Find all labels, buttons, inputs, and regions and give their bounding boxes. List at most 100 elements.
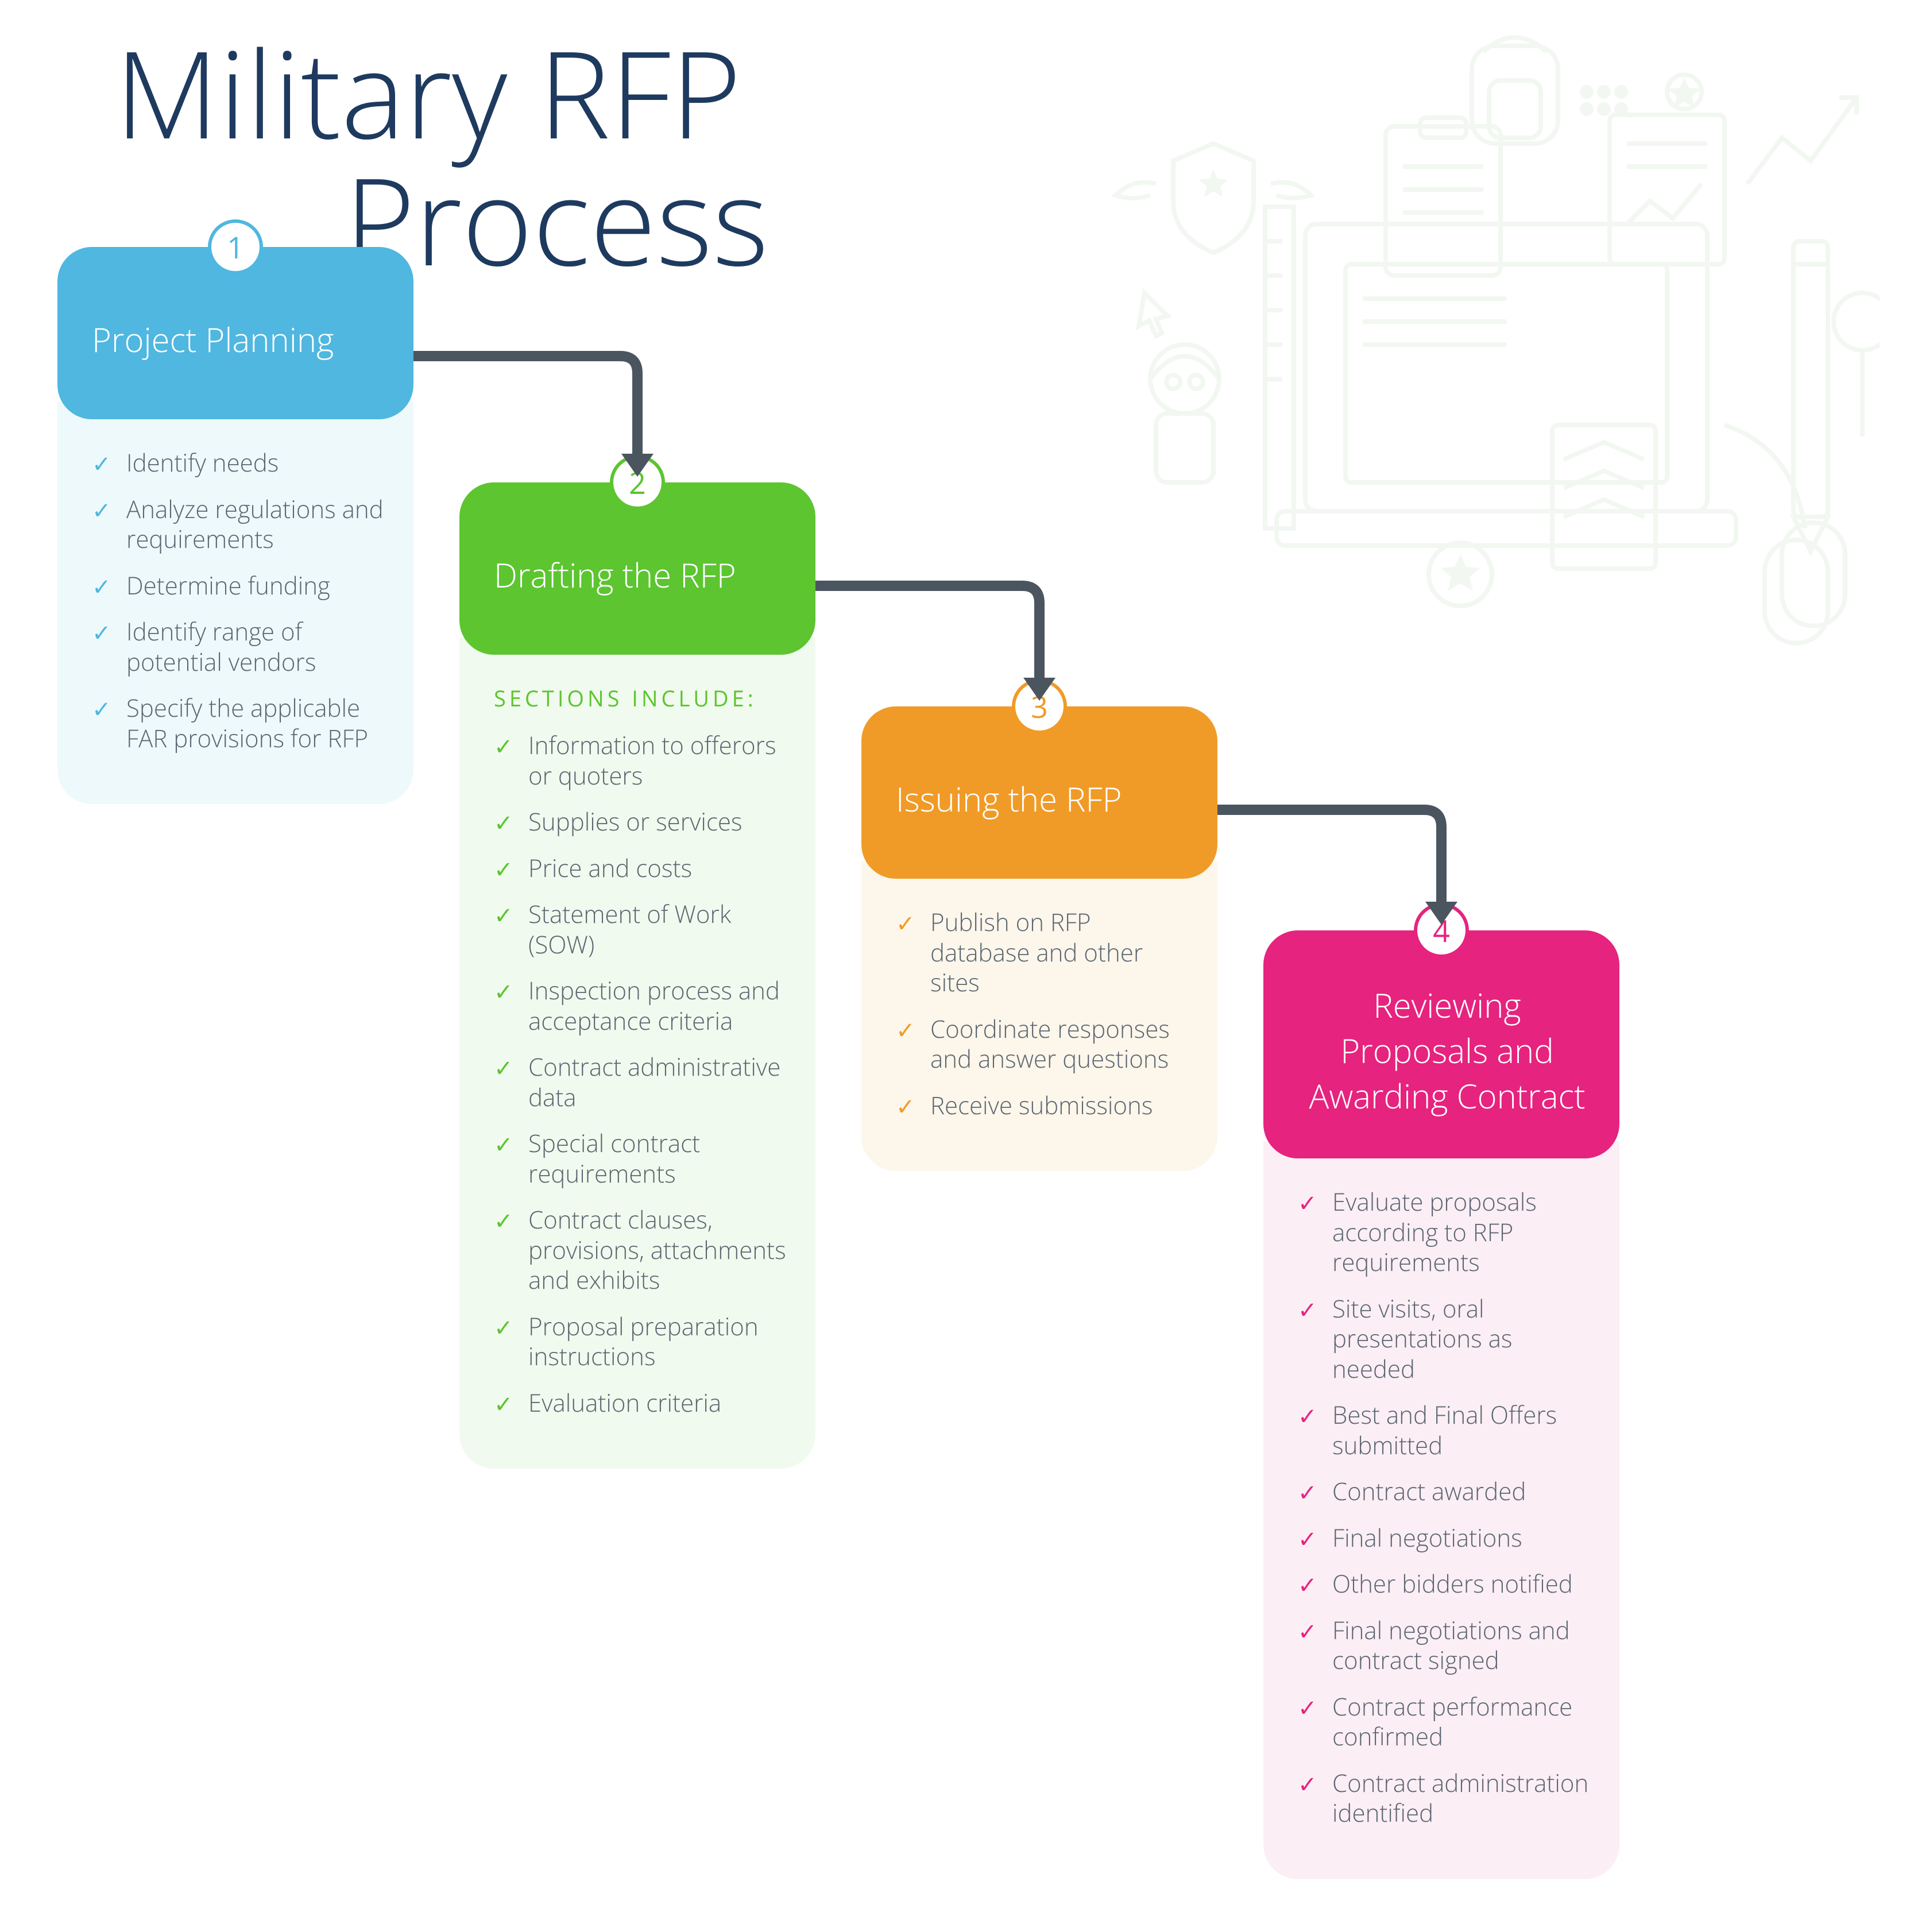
stage-title-4: Reviewing Proposals and Awarding Contrac… bbox=[1298, 982, 1596, 1118]
list-item-text: Contract awarded bbox=[1332, 1475, 1526, 1508]
stage-2: 2Drafting the RFPSECTIONS INCLUDE:✓Infor… bbox=[459, 482, 815, 1469]
list-item: ✓Evaluate proposals according to RFP req… bbox=[1298, 1187, 1591, 1278]
stage-items-4: ✓Evaluate proposals according to RFP req… bbox=[1298, 1187, 1591, 1829]
check-icon: ✓ bbox=[1298, 1478, 1317, 1506]
list-item-text: Price and costs bbox=[528, 852, 692, 884]
check-icon: ✓ bbox=[1298, 1617, 1317, 1645]
check-icon: ✓ bbox=[1298, 1188, 1317, 1217]
flow-arrow-3 bbox=[1217, 810, 1441, 905]
stage-body-2: SECTIONS INCLUDE:✓Information to offeror… bbox=[459, 637, 815, 1469]
list-item-text: Publish on RFP database and other sites bbox=[930, 906, 1143, 999]
list-item: ✓Coordinate responses and answer questio… bbox=[896, 1014, 1189, 1075]
list-item-text: Best and Final Offers submitted bbox=[1332, 1398, 1557, 1462]
list-item-text: Determine funding bbox=[126, 569, 330, 602]
list-item: ✓ Evaluation criteria bbox=[494, 1388, 787, 1419]
check-icon: ✓ bbox=[92, 449, 111, 478]
check-icon: ✓ bbox=[494, 808, 513, 837]
stage-items-1: ✓ Identify needs ✓ Analyze regulations and … bbox=[92, 448, 385, 754]
check-icon: ✓ bbox=[92, 618, 111, 647]
stage-number-3: 3 bbox=[1012, 679, 1067, 734]
list-item: ✓ Analyze regulations and requirements bbox=[92, 494, 385, 555]
list-item: ✓ Inspection process and acceptance crite… bbox=[494, 976, 787, 1036]
list-item-text: Contract administration identified bbox=[1332, 1767, 1588, 1830]
stage-body-3: ✓ Publish on RFP database and other sites… bbox=[861, 861, 1217, 1171]
list-item-text: Inspection process and acceptance criter… bbox=[528, 974, 780, 1037]
check-icon: ✓ bbox=[494, 1130, 513, 1158]
list-item: ✓ Statement of Work (SOW) bbox=[494, 899, 787, 960]
background-military-icons bbox=[1104, 23, 1880, 683]
list-item: ✓ Final negotiations and contract signed bbox=[1298, 1616, 1591, 1676]
list-item-text: Specify the applicable FAR provisions fo… bbox=[126, 691, 368, 755]
list-item-text: Contract clauses, provisions, attachment… bbox=[528, 1203, 786, 1296]
check-icon: ✓ bbox=[1298, 1769, 1317, 1798]
list-item-text: Final negotiations bbox=[1332, 1521, 1522, 1554]
list-item-text: Information to offerors or quoters bbox=[528, 729, 776, 792]
check-icon: ✓ bbox=[1298, 1524, 1317, 1553]
stage-header-2: 2Drafting the RFP bbox=[459, 482, 815, 655]
list-item: ✓ Determine funding bbox=[92, 571, 385, 601]
list-item: ✓ Contract administrative data bbox=[494, 1052, 787, 1112]
stage-header-1: 1Project Planning bbox=[57, 247, 413, 419]
stage-title-3: Issuing the RFP bbox=[896, 776, 1122, 821]
check-icon: ✓ bbox=[896, 1092, 915, 1120]
list-item-text: Coordinate responses and answer question… bbox=[930, 1013, 1170, 1076]
list-item-text: Supplies or services bbox=[528, 805, 742, 838]
list-item: ✓ Identify range of potential vendors bbox=[92, 617, 385, 677]
stage-number-1: 1 bbox=[208, 219, 263, 275]
list-item: ✓ Contract administration identified bbox=[1298, 1768, 1591, 1829]
stage-body-1: ✓ Identify needs ✓ Analyze regulations and … bbox=[57, 402, 413, 804]
list-item: ✓Contract performance confirmed bbox=[1298, 1692, 1591, 1752]
list-item-text: Special contract requirements bbox=[528, 1127, 700, 1190]
check-icon: ✓ bbox=[494, 1206, 513, 1235]
check-icon: ✓ bbox=[92, 496, 111, 524]
stage-number-4: 4 bbox=[1414, 903, 1469, 958]
stage-3: 3Issuing the RFP ✓ Publish on RFP database… bbox=[861, 706, 1217, 1171]
list-item-text: Statement of Work (SOW) bbox=[528, 898, 731, 961]
list-item: ✓ Contract clauses, provisions, attachmen… bbox=[494, 1205, 787, 1296]
flow-arrow-2 bbox=[815, 586, 1039, 681]
check-icon: ✓ bbox=[92, 694, 111, 723]
check-icon: ✓ bbox=[494, 977, 513, 1006]
check-icon: ✓ bbox=[494, 1053, 513, 1082]
check-icon: ✓ bbox=[494, 855, 513, 883]
list-item: ✓ Best and Final Offers submitted bbox=[1298, 1400, 1591, 1460]
list-item: ✓Information to offerors or quoters bbox=[494, 731, 787, 791]
list-item-text: Final negotiations and contract signed bbox=[1332, 1614, 1570, 1677]
list-item: ✓ Receive submissions bbox=[896, 1091, 1189, 1121]
list-item-text: Contract administrative data bbox=[528, 1050, 780, 1114]
list-item: ✓ Other bidders notified bbox=[1298, 1569, 1591, 1599]
check-icon: ✓ bbox=[1298, 1401, 1317, 1430]
list-item-text: Evaluation criteria bbox=[528, 1386, 721, 1419]
check-icon: ✓ bbox=[494, 1313, 513, 1342]
stage-body-4: ✓Evaluate proposals according to RFP req… bbox=[1263, 1141, 1619, 1879]
list-item: ✓ Special contract requirements bbox=[494, 1129, 787, 1189]
list-item-text: Analyze regulations and requirements bbox=[126, 493, 384, 556]
stage-items-2: ✓Information to offerors or quoters✓Supp… bbox=[494, 731, 787, 1418]
list-item: ✓ Publish on RFP database and other sites bbox=[896, 907, 1189, 998]
stage-header-3: 3Issuing the RFP bbox=[861, 706, 1217, 879]
list-item-text: Identify needs bbox=[126, 446, 279, 479]
check-icon: ✓ bbox=[1298, 1295, 1317, 1324]
section-label-2: SECTIONS INCLUDE: bbox=[494, 683, 787, 713]
stage-title-1: Project Planning bbox=[92, 316, 334, 362]
list-item: ✓ Specify the applicable FAR provisions f… bbox=[92, 693, 385, 754]
list-item: ✓ Price and costs bbox=[494, 853, 787, 884]
list-item: ✓ Final negotiations bbox=[1298, 1523, 1591, 1554]
list-item-text: Receive submissions bbox=[930, 1089, 1153, 1122]
list-item-text: Identify range of potential vendors bbox=[126, 615, 316, 678]
list-item: ✓ Proposal preparation instructions bbox=[494, 1312, 787, 1372]
check-icon: ✓ bbox=[494, 901, 513, 929]
check-icon: ✓ bbox=[1298, 1570, 1317, 1599]
stage-1: 1Project Planning ✓ Identify needs ✓ Analyze… bbox=[57, 247, 413, 804]
stage-title-2: Drafting the RFP bbox=[494, 552, 736, 597]
list-item: ✓ Supplies or services bbox=[494, 807, 787, 837]
stage-header-4: 4Reviewing Proposals and Awarding Contra… bbox=[1263, 930, 1619, 1158]
list-item-text: Proposal preparation instructions bbox=[528, 1310, 759, 1373]
check-icon: ✓ bbox=[494, 1389, 513, 1418]
list-item-text: Other bidders notified bbox=[1332, 1567, 1573, 1600]
list-item: ✓ Site visits, oral presentations as need… bbox=[1298, 1294, 1591, 1385]
list-item: ✓ Identify needs bbox=[92, 448, 385, 478]
check-icon: ✓ bbox=[896, 909, 915, 937]
list-item-text: Site visits, oral presentations as neede… bbox=[1332, 1292, 1512, 1385]
check-icon: ✓ bbox=[92, 572, 111, 601]
